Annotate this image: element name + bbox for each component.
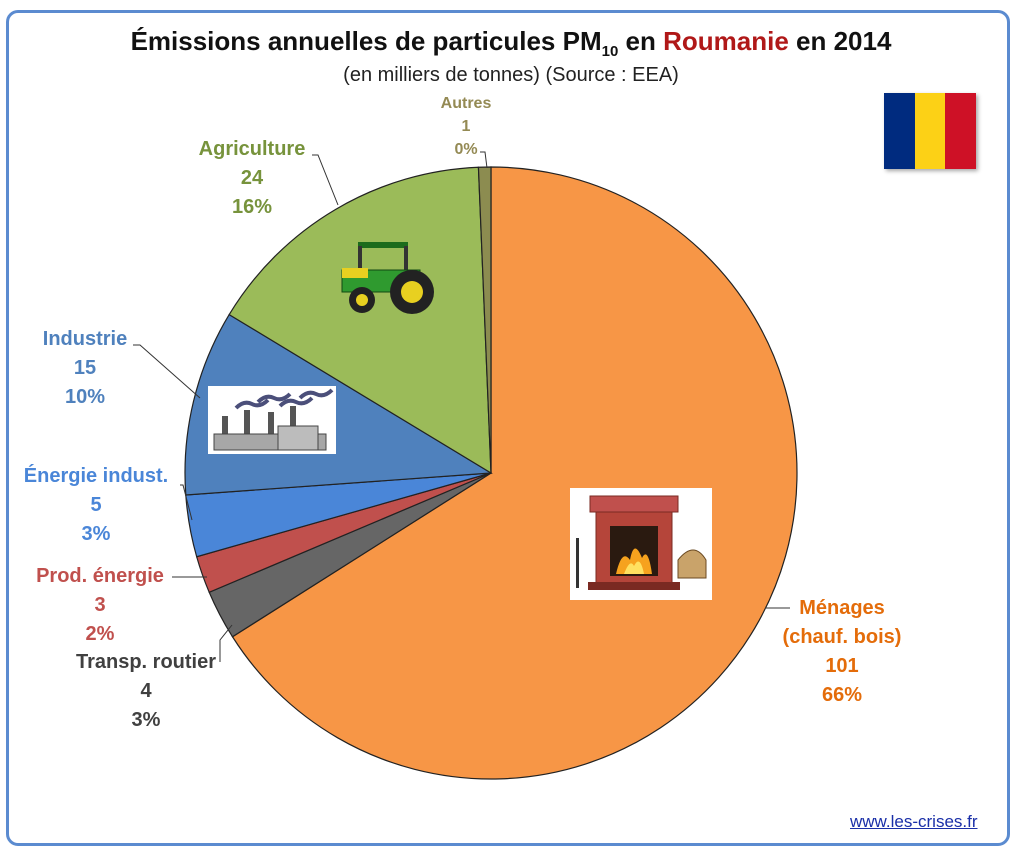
slice-label: Prod. énergie 3 2% bbox=[36, 565, 164, 645]
source-link[interactable]: www.les-crises.fr bbox=[850, 812, 978, 831]
slice-label-percent: 3% bbox=[132, 709, 161, 731]
slice-label-value: 24 bbox=[241, 167, 264, 189]
slice-label-percent: 0% bbox=[454, 141, 477, 158]
slice-label-value: 5 bbox=[90, 494, 101, 516]
slice-label-value: 4 bbox=[140, 680, 152, 702]
slice-label: Transp. routier 4 3% bbox=[76, 651, 216, 731]
slice-label: Industrie 15 10% bbox=[43, 328, 127, 408]
slice-label-name: Ménages bbox=[799, 597, 885, 619]
flag-stripe-blue bbox=[884, 93, 915, 169]
leader-line bbox=[180, 484, 193, 521]
slice-label: Ménages (chauf. bois) 101 66% bbox=[783, 597, 902, 706]
slice-label-name: Prod. énergie bbox=[36, 565, 164, 587]
slice-label: Énergie indust. 5 3% bbox=[24, 464, 168, 545]
factory-icon bbox=[208, 386, 336, 454]
slice-label-name: Industrie bbox=[43, 328, 127, 350]
slice-label-percent: 3% bbox=[82, 523, 111, 545]
slice-label-value: 15 bbox=[74, 357, 96, 379]
slice-label-percent: 2% bbox=[86, 623, 115, 645]
pie-slice bbox=[477, 166, 492, 474]
leader-line bbox=[312, 154, 339, 206]
pie-slice bbox=[228, 166, 492, 475]
slice-label-name: Agriculture bbox=[199, 138, 306, 160]
pie-slice bbox=[231, 166, 798, 780]
slice-label-name: Transp. routier bbox=[76, 651, 216, 673]
leader-line bbox=[480, 151, 488, 169]
slice-label-value: 1 bbox=[462, 118, 471, 135]
slice-label-name: Autres bbox=[441, 95, 492, 112]
slice-label-name: (chauf. bois) bbox=[783, 626, 902, 648]
flag-stripe-yellow bbox=[914, 93, 946, 169]
fireplace-icon bbox=[570, 488, 712, 600]
slice-label-percent: 66% bbox=[822, 684, 862, 706]
slice-label: Agriculture 24 16% bbox=[199, 138, 306, 218]
flag-stripe-red bbox=[945, 93, 977, 169]
chart-title: Émissions annuelles de particules PM10 e… bbox=[130, 26, 892, 61]
leader-line bbox=[133, 344, 201, 399]
slice-label-percent: 16% bbox=[232, 196, 272, 218]
romania-flag-icon bbox=[884, 93, 977, 169]
chart-subtitle: (en milliers de tonnes) (Source : EEA) bbox=[343, 64, 679, 86]
slice-label-value: 101 bbox=[825, 655, 858, 677]
leader-line bbox=[219, 624, 233, 662]
slice-label-name: Énergie indust. bbox=[24, 464, 168, 487]
slice-label-percent: 10% bbox=[65, 386, 105, 408]
tractor-icon bbox=[341, 242, 434, 314]
chart-frame bbox=[6, 10, 1010, 846]
slice-label-value: 3 bbox=[94, 594, 105, 616]
slice-label: Autres 1 0% bbox=[441, 95, 492, 158]
